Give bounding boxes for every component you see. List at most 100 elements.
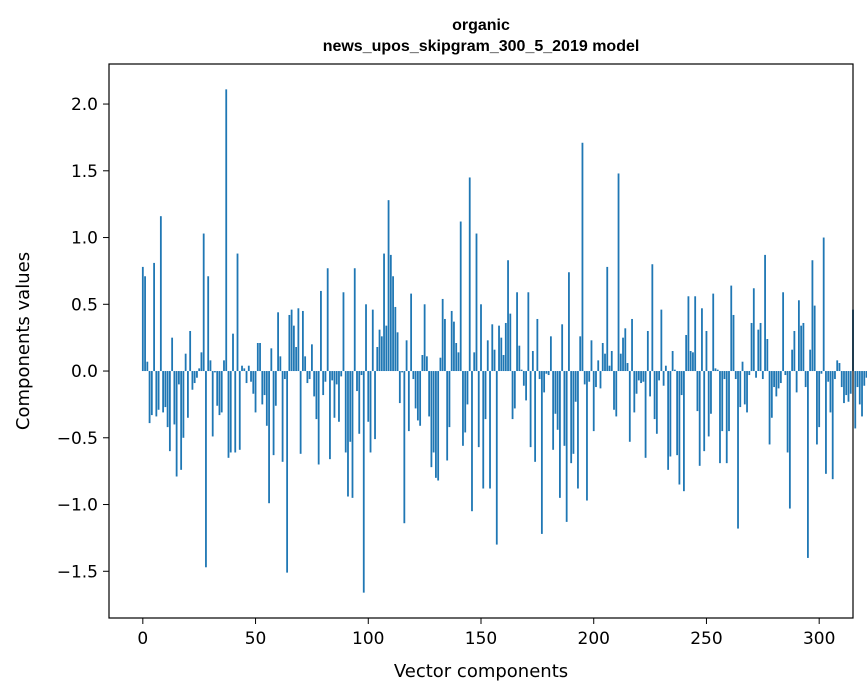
bar-299 xyxy=(816,371,818,445)
bar-172 xyxy=(529,371,532,448)
bar-174 xyxy=(534,371,537,462)
bar-297 xyxy=(811,260,814,372)
bar-131 xyxy=(437,371,440,481)
bar-250 xyxy=(705,330,708,372)
bar-196 xyxy=(583,371,586,385)
bar-74 xyxy=(308,371,311,380)
bar-179 xyxy=(545,371,548,374)
bar-238 xyxy=(678,371,681,485)
bar-33 xyxy=(216,371,219,406)
chart-title-line1: organic xyxy=(452,17,510,34)
bar-176 xyxy=(538,371,541,380)
bar-175 xyxy=(536,318,539,372)
bar-201 xyxy=(595,371,597,388)
x-tick-label: 250 xyxy=(690,629,722,649)
bar-32 xyxy=(214,371,216,373)
bar-65 xyxy=(288,314,291,372)
bar-126 xyxy=(425,356,428,372)
bar-207 xyxy=(608,365,611,372)
bar-169 xyxy=(522,371,525,386)
bar-36 xyxy=(223,360,225,372)
bar-205 xyxy=(604,353,606,372)
bar-43 xyxy=(238,371,241,450)
bar-316 xyxy=(854,371,857,429)
bar-20 xyxy=(187,371,189,418)
bar-96 xyxy=(358,371,361,434)
bar-54 xyxy=(263,371,266,396)
bar-158 xyxy=(498,325,500,372)
bar-264 xyxy=(737,371,739,529)
bar-9 xyxy=(162,371,165,413)
bar-248 xyxy=(701,308,703,372)
x-axis-ticks: 0 50 100 150 200 250 300 xyxy=(137,618,835,649)
x-tick-label: 300 xyxy=(803,629,835,649)
bar-192 xyxy=(574,371,577,402)
bar-251 xyxy=(707,371,710,437)
bar-101 xyxy=(369,371,372,453)
bar-38 xyxy=(227,371,230,458)
bar-56 xyxy=(268,371,270,504)
bar-52 xyxy=(259,343,261,372)
bar-155 xyxy=(491,324,494,372)
bar-274 xyxy=(759,322,762,372)
bar-221 xyxy=(640,371,642,384)
bar-73 xyxy=(306,371,309,384)
bar-67 xyxy=(292,325,295,372)
bar-8 xyxy=(159,216,162,372)
bar-156 xyxy=(493,349,496,372)
bar-111 xyxy=(392,276,394,372)
bar-26 xyxy=(200,352,203,372)
bar-178 xyxy=(543,371,546,393)
bar-71 xyxy=(301,310,304,372)
bar-82 xyxy=(326,268,329,372)
x-tick-label: 150 xyxy=(465,629,497,649)
bar-161 xyxy=(504,322,507,372)
bar-154 xyxy=(489,371,491,489)
bars-group xyxy=(141,89,867,593)
bar-256 xyxy=(719,371,721,464)
bar-6 xyxy=(155,371,158,417)
bar-51 xyxy=(256,343,259,372)
bar-189 xyxy=(568,272,570,372)
y-tick-label: −0.5 xyxy=(57,429,98,449)
bar-234 xyxy=(669,371,672,457)
bar-167 xyxy=(518,345,521,372)
bar-95 xyxy=(356,371,358,392)
bar-225 xyxy=(649,371,651,397)
bar-31 xyxy=(211,371,214,437)
bar-219 xyxy=(635,371,638,394)
bar-317 xyxy=(856,371,859,388)
bar-257 xyxy=(721,371,724,432)
bar-45 xyxy=(243,368,246,372)
bar-140 xyxy=(457,352,460,372)
bar-118 xyxy=(407,371,410,432)
bar-320 xyxy=(863,371,866,386)
bar-116 xyxy=(403,371,406,524)
bar-180 xyxy=(547,371,550,376)
x-tick-label: 100 xyxy=(352,629,384,649)
bar-275 xyxy=(761,371,764,380)
bar-239 xyxy=(680,371,683,396)
bar-292 xyxy=(800,325,803,372)
bar-319 xyxy=(861,371,863,417)
y-tick-label: −1.5 xyxy=(57,562,98,582)
bar-117 xyxy=(405,340,408,372)
bar-195 xyxy=(581,142,584,372)
bar-61 xyxy=(279,356,282,372)
bar-80 xyxy=(322,371,325,396)
y-tick-label: −1.0 xyxy=(57,496,98,516)
bar-153 xyxy=(486,340,489,372)
bar-203 xyxy=(599,371,602,389)
bar-247 xyxy=(698,371,701,466)
bar-134 xyxy=(444,318,446,372)
bar-242 xyxy=(687,296,690,372)
bar-287 xyxy=(788,371,791,509)
bar-308 xyxy=(836,360,839,372)
bar-22 xyxy=(191,371,194,390)
bar-233 xyxy=(667,371,670,470)
bar-305 xyxy=(829,371,832,413)
bar-69 xyxy=(297,308,300,372)
bar-278 xyxy=(768,371,771,445)
bar-252 xyxy=(710,371,712,414)
bar-215 xyxy=(626,363,629,372)
